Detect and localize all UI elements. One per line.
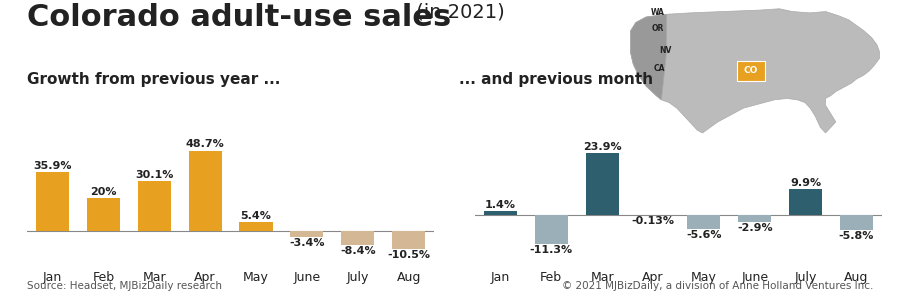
Bar: [535, 214, 568, 244]
Text: WA: WA: [651, 8, 665, 17]
Text: 1.4%: 1.4%: [485, 200, 516, 210]
Text: ... and previous month: ... and previous month: [459, 72, 653, 87]
Text: Colorado adult-use sales: Colorado adult-use sales: [27, 3, 451, 32]
Text: 9.9%: 9.9%: [790, 178, 821, 188]
Bar: [36, 172, 69, 231]
Bar: [738, 214, 771, 222]
Polygon shape: [631, 9, 879, 133]
Text: (in 2021): (in 2021): [410, 3, 504, 22]
Text: NV: NV: [659, 46, 671, 55]
Text: -11.3%: -11.3%: [529, 245, 572, 255]
Bar: [484, 211, 517, 214]
Text: 5.4%: 5.4%: [240, 211, 272, 221]
Text: -5.6%: -5.6%: [686, 230, 722, 240]
Text: -0.13%: -0.13%: [632, 216, 674, 226]
Bar: [688, 214, 720, 229]
Text: -5.8%: -5.8%: [839, 231, 874, 241]
Text: Source: Headset, MJBizDaily research: Source: Headset, MJBizDaily research: [27, 281, 222, 291]
Text: Growth from previous year ...: Growth from previous year ...: [27, 72, 281, 87]
Text: 35.9%: 35.9%: [33, 160, 72, 170]
Bar: [392, 231, 425, 249]
Text: -2.9%: -2.9%: [737, 223, 772, 233]
Text: CO: CO: [744, 66, 759, 75]
Bar: [840, 214, 873, 230]
Bar: [737, 61, 765, 80]
Bar: [239, 222, 273, 231]
Bar: [341, 231, 374, 245]
Text: © 2021 MJBizDaily, a division of Anne Holland Ventures Inc.: © 2021 MJBizDaily, a division of Anne Ho…: [562, 281, 873, 291]
Polygon shape: [631, 14, 667, 100]
Bar: [86, 198, 120, 231]
Text: CA: CA: [653, 64, 665, 73]
Text: OR: OR: [651, 24, 663, 33]
Bar: [636, 214, 670, 215]
Text: 48.7%: 48.7%: [185, 140, 224, 149]
Bar: [789, 189, 823, 214]
Text: 23.9%: 23.9%: [583, 142, 621, 152]
Bar: [189, 151, 221, 231]
Text: 30.1%: 30.1%: [135, 170, 174, 180]
Bar: [138, 182, 171, 231]
Text: -3.4%: -3.4%: [289, 238, 325, 248]
Text: -10.5%: -10.5%: [387, 250, 430, 260]
Bar: [291, 231, 323, 237]
Text: -8.4%: -8.4%: [340, 246, 375, 256]
Bar: [586, 153, 618, 214]
Text: 20%: 20%: [90, 187, 117, 197]
